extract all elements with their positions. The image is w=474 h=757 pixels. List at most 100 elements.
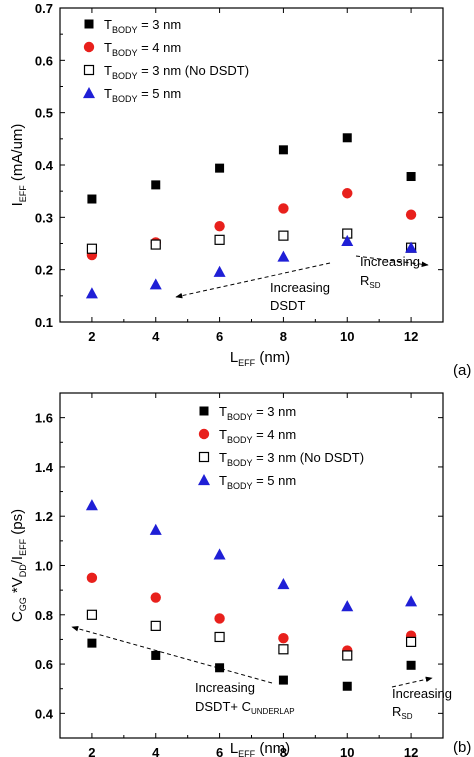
annotation-arrow [175, 262, 331, 299]
panel-a: 2 4 6 8 10 12 0.1 0.2 0.3 0.4 0.5 0.6 0.7 LEFF (nm) IE… [9, 1, 471, 379]
y-tick-label: 0.5 [35, 106, 53, 121]
annotation-line: Increasing [270, 280, 330, 295]
data-point [341, 600, 354, 612]
y-tick-label: 1.2 [35, 509, 53, 524]
x-tick-label: 6 [216, 745, 223, 757]
series-1 [87, 638, 416, 691]
series-2 [86, 572, 417, 656]
data-point [151, 650, 161, 660]
y-tick-label: 0.3 [35, 210, 53, 225]
series-2 [86, 188, 417, 261]
y-tick-label: 0.6 [35, 657, 53, 672]
data-point [213, 548, 226, 560]
panel-label: (a) [453, 362, 471, 379]
annotation-line: Increasing [195, 680, 255, 695]
data-point [86, 572, 98, 584]
series-3 [86, 228, 417, 254]
series-4 [85, 499, 418, 612]
legend-marker [198, 451, 210, 463]
x-tick-label: 2 [88, 329, 95, 344]
x-tick-label: 10 [340, 329, 354, 344]
data-point [85, 287, 98, 299]
legend-marker [198, 474, 210, 486]
data-point [405, 241, 418, 253]
data-point [215, 663, 225, 673]
annotation-line: RSD [360, 273, 381, 290]
panel-label: (b) [453, 739, 471, 756]
y-tick-label: 0.1 [35, 315, 53, 330]
data-point [278, 675, 288, 685]
data-point [86, 243, 98, 254]
y-tick-label: 0.4 [35, 706, 54, 721]
data-point [278, 145, 288, 155]
annotation-arrow [355, 255, 429, 267]
data-point [214, 221, 225, 232]
data-point [213, 265, 226, 277]
annotation: Increasing DSDT [175, 262, 331, 313]
data-point [342, 188, 353, 199]
data-point [214, 631, 225, 643]
legend: TBODY = 3 nm TBODY = 4 nm TBODY = 3 nm (No… [198, 404, 364, 491]
data-point [405, 636, 417, 647]
data-point [278, 632, 289, 644]
x-tick-label: 12 [404, 745, 418, 757]
legend-marker [199, 406, 209, 416]
legend-marker [198, 428, 210, 440]
y-tick-label: 1.6 [35, 411, 53, 426]
data-point [149, 523, 162, 535]
series-4 [85, 234, 418, 299]
legend: TBODY = 3 nm TBODY = 4 nm TBODY = 3 nm (No… [83, 17, 249, 104]
legend-entry-label: TBODY = 5 nm [104, 86, 181, 104]
x-tick-label: 8 [280, 745, 287, 757]
legend-marker [83, 41, 95, 53]
x-axis-label: LEFF (nm) [230, 349, 290, 368]
data-point [151, 180, 161, 190]
data-point [149, 278, 162, 290]
x-tick-label: 12 [404, 329, 418, 344]
series-1 [87, 133, 416, 204]
legend-marker [84, 19, 94, 29]
data-point [150, 592, 161, 603]
x-tick-label: 2 [88, 745, 95, 757]
legend-entry-label: TBODY = 3 nm (No DSDT) [104, 63, 249, 81]
y-tick-label: 0.4 [35, 158, 54, 173]
data-point [278, 230, 289, 241]
data-point [342, 133, 352, 143]
annotation: Increasing RSD [391, 676, 452, 721]
legend-entry-label: TBODY = 3 nm [104, 17, 181, 35]
y-tick-label: 0.2 [35, 263, 53, 278]
annotation-line: DSDT [270, 298, 305, 313]
panel-b: 2 4 6 8 10 12 0.4 0.6 0.8 1.0 1.2 1.4 1.6 LEFF (nm) CG… [9, 392, 471, 757]
legend-marker [83, 64, 95, 76]
data-point [87, 194, 97, 204]
y-tick-label: 0.7 [35, 1, 53, 16]
y-axis-label: CGG *VDD/IEFF (ps) [9, 509, 28, 622]
annotation-line: DSDT+ CUNDERLAP [195, 699, 295, 716]
data-point [214, 613, 225, 624]
legend-entry-label: TBODY = 4 nm [104, 40, 181, 58]
data-point [214, 234, 225, 245]
data-point [150, 620, 161, 631]
annotation: Increasing DSDT+ CUNDERLAP [71, 626, 295, 716]
data-point [342, 681, 352, 691]
data-point [150, 239, 161, 250]
data-point [342, 650, 353, 661]
data-point [406, 172, 416, 182]
data-point [405, 209, 417, 220]
legend-entry-label: TBODY = 3 nm [219, 404, 296, 422]
annotation: Increasing RSD [355, 254, 429, 290]
x-tick-label: 10 [340, 745, 354, 757]
y-tick-label: 1.0 [35, 559, 53, 574]
legend-entry-label: TBODY = 5 nm [219, 473, 296, 491]
annotation-arrow [71, 626, 273, 684]
y-axis-label: IEFF (mA/um) [9, 124, 28, 207]
x-tick-label: 6 [216, 329, 223, 344]
annotation-line: RSD [392, 704, 413, 721]
x-tick-label: 4 [152, 745, 160, 757]
annotation-line: Increasing [360, 254, 420, 269]
y-tick-label: 0.6 [35, 53, 53, 68]
data-point [86, 609, 98, 620]
data-point [341, 234, 354, 246]
